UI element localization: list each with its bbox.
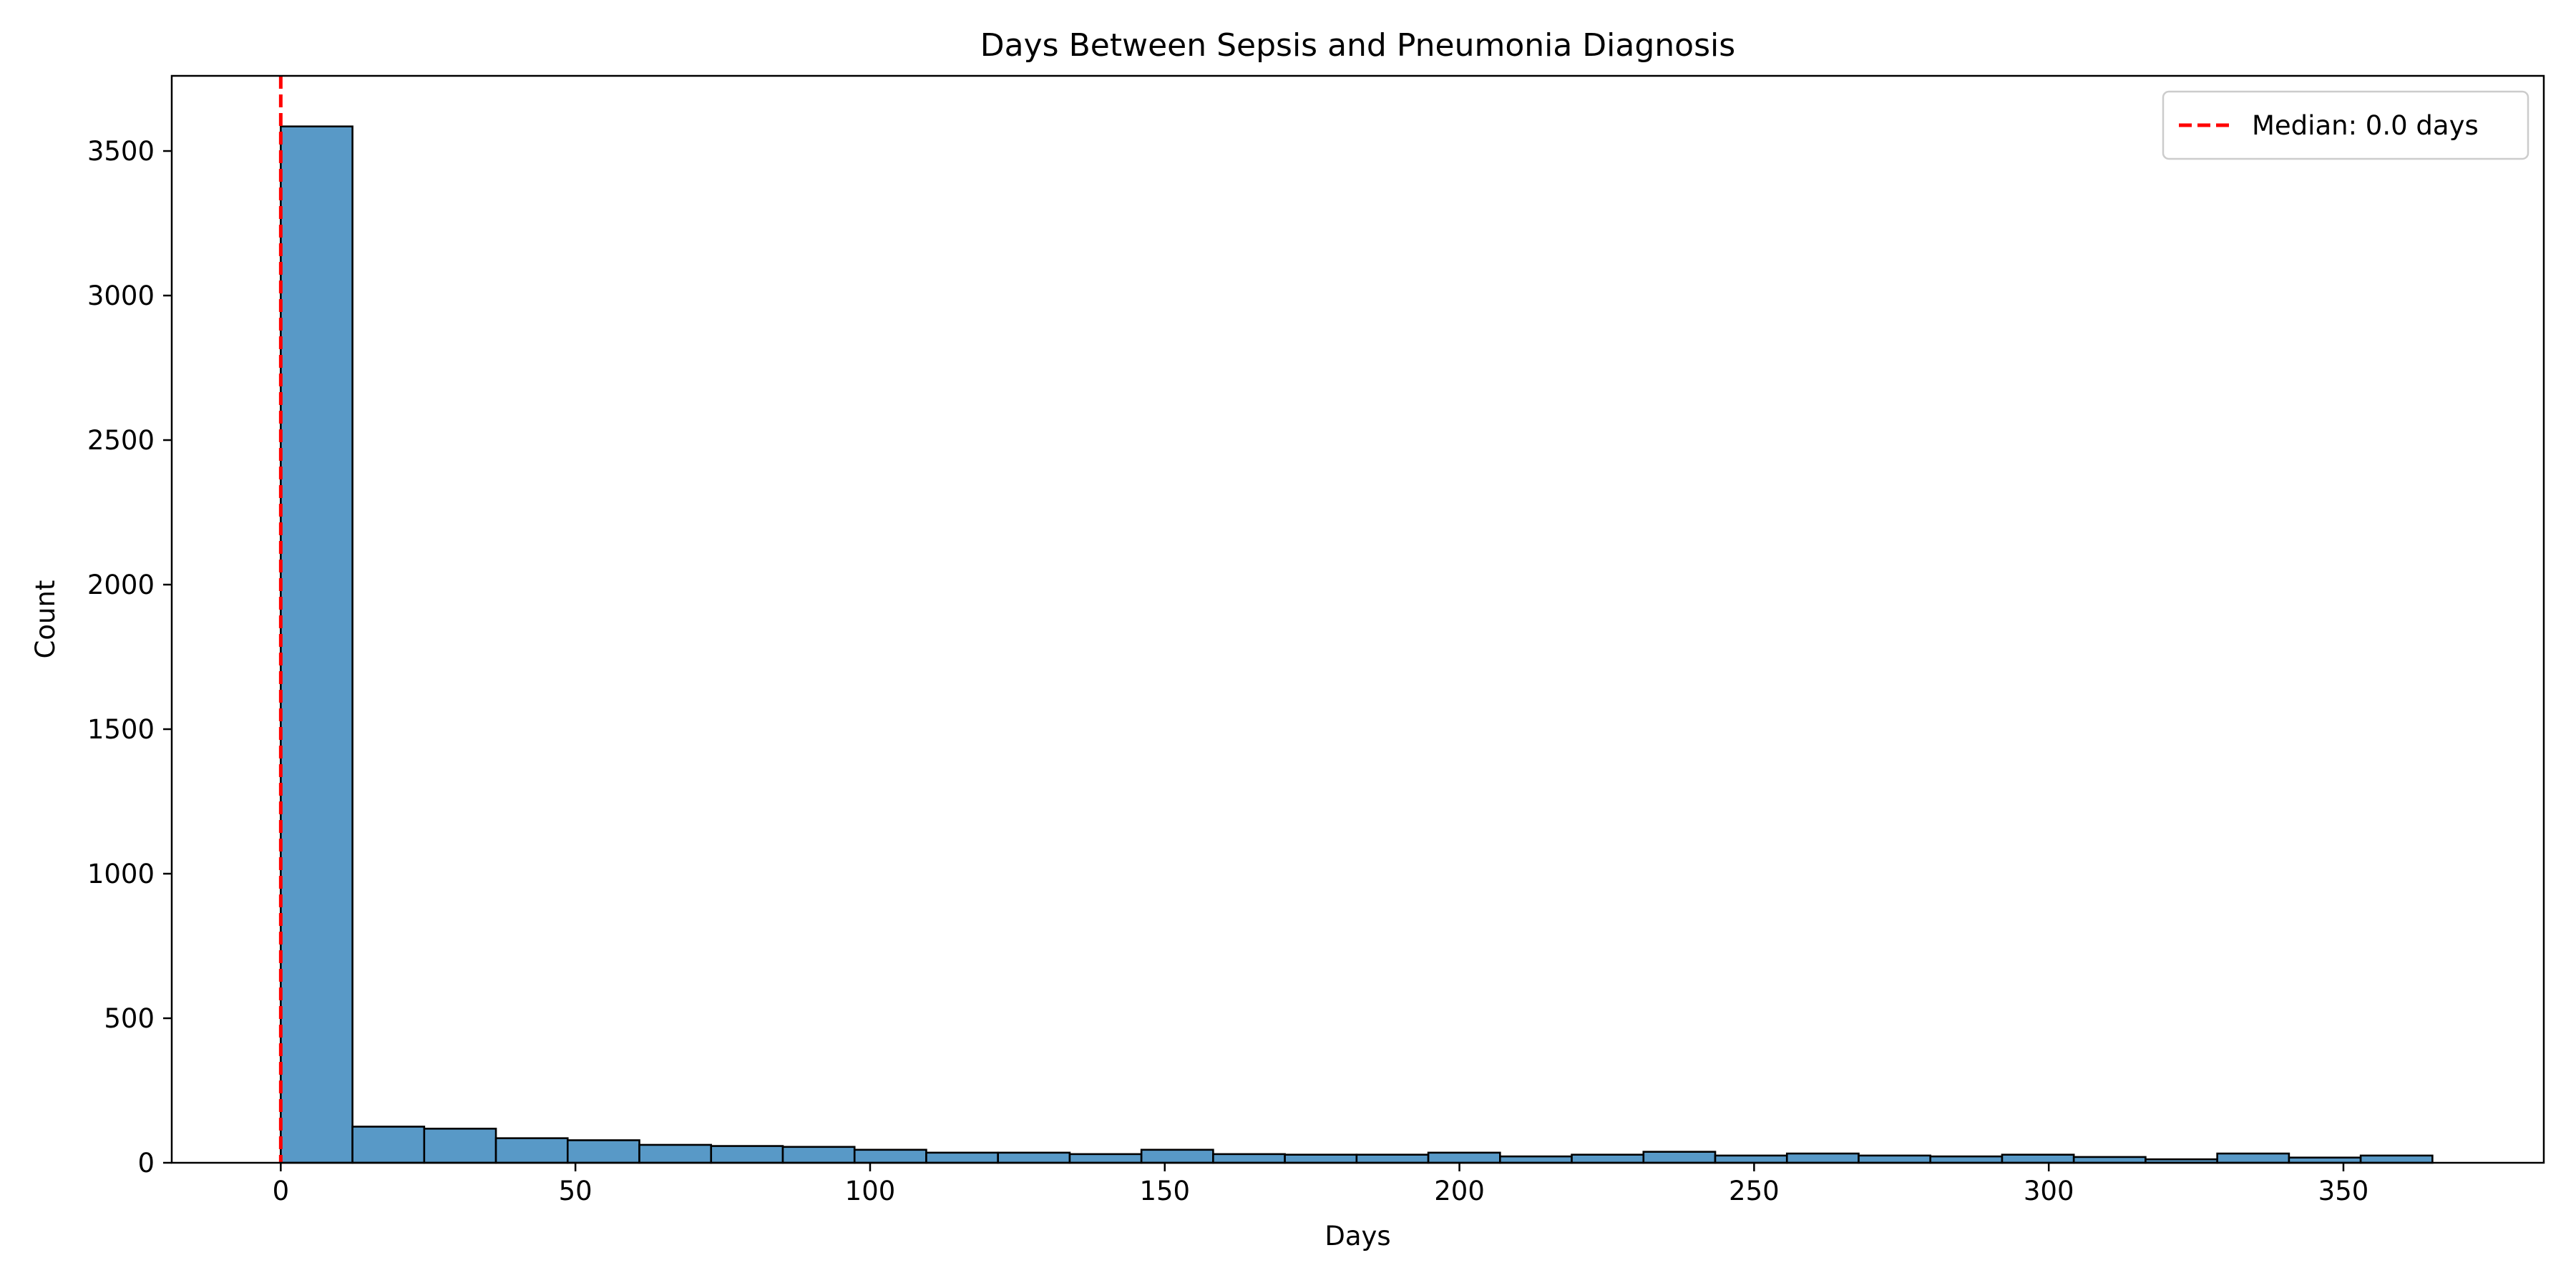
x-tick-label: 0	[273, 1176, 290, 1206]
histogram-bar	[710, 1145, 784, 1164]
histogram-bar	[1642, 1151, 1717, 1164]
x-tick-label: 150	[1139, 1176, 1190, 1206]
x-tick-label: 200	[1434, 1176, 1485, 1206]
histogram-bar	[2001, 1153, 2075, 1164]
y-tick-label: 1500	[87, 714, 155, 745]
chart-title: Days Between Sepsis and Pneumonia Diagno…	[980, 27, 1735, 64]
x-axis-label: Days	[1324, 1221, 1390, 1252]
x-tick-label: 50	[559, 1176, 592, 1206]
y-tick-label: 1000	[87, 859, 155, 889]
plot-frame	[170, 74, 2545, 1164]
x-axis: 0 50 100 150 200 250 300 350	[273, 1163, 2369, 1206]
y-tick-label: 2000	[87, 570, 155, 600]
histogram-bar	[2216, 1152, 2290, 1164]
y-axis: 0 500 1000 1500 2000 2500 3000 3500	[87, 136, 172, 1179]
y-tick-label: 500	[104, 1003, 155, 1034]
y-tick-label: 0	[137, 1148, 155, 1179]
legend: Median: 0.0 days	[2162, 90, 2529, 160]
histogram-bar	[997, 1151, 1071, 1164]
histogram-bar	[1212, 1153, 1286, 1164]
histogram-bar	[351, 1126, 426, 1164]
x-tick-label: 250	[1729, 1176, 1780, 1206]
histogram-bar	[925, 1151, 999, 1164]
histogram-bar	[1355, 1153, 1430, 1164]
histogram-bar	[1284, 1153, 1358, 1164]
histogram-bar	[853, 1148, 927, 1164]
y-tick-label: 3500	[87, 136, 155, 167]
y-axis-label: Count	[30, 580, 61, 659]
histogram-bar	[781, 1146, 856, 1164]
histogram-bar	[1499, 1155, 1573, 1164]
x-tick-label: 300	[2024, 1176, 2074, 1206]
histogram-bar	[1068, 1153, 1143, 1164]
histogram-bar	[494, 1137, 569, 1164]
x-tick-label: 100	[845, 1176, 896, 1206]
y-tick-label: 3000	[87, 280, 155, 311]
histogram-bar	[1714, 1154, 1788, 1164]
legend-box	[2162, 90, 2529, 160]
histogram-bar	[1427, 1151, 1501, 1164]
bars-layer	[280, 125, 2434, 1164]
histogram-bar	[1571, 1153, 1645, 1164]
histogram-bar	[1858, 1154, 1932, 1164]
histogram-bar	[638, 1143, 713, 1164]
histogram-bar	[1785, 1152, 1860, 1164]
legend-label: Median: 0.0 days	[2252, 110, 2479, 141]
histogram-bar	[1140, 1148, 1214, 1164]
histogram-bar	[280, 125, 353, 1164]
histogram-bar	[2359, 1154, 2434, 1164]
histogram-bar	[1929, 1155, 2004, 1164]
y-tick-label: 2500	[87, 425, 155, 456]
histogram-bar	[423, 1128, 497, 1164]
x-tick-label: 350	[2318, 1176, 2369, 1206]
histogram-bar	[566, 1139, 640, 1164]
